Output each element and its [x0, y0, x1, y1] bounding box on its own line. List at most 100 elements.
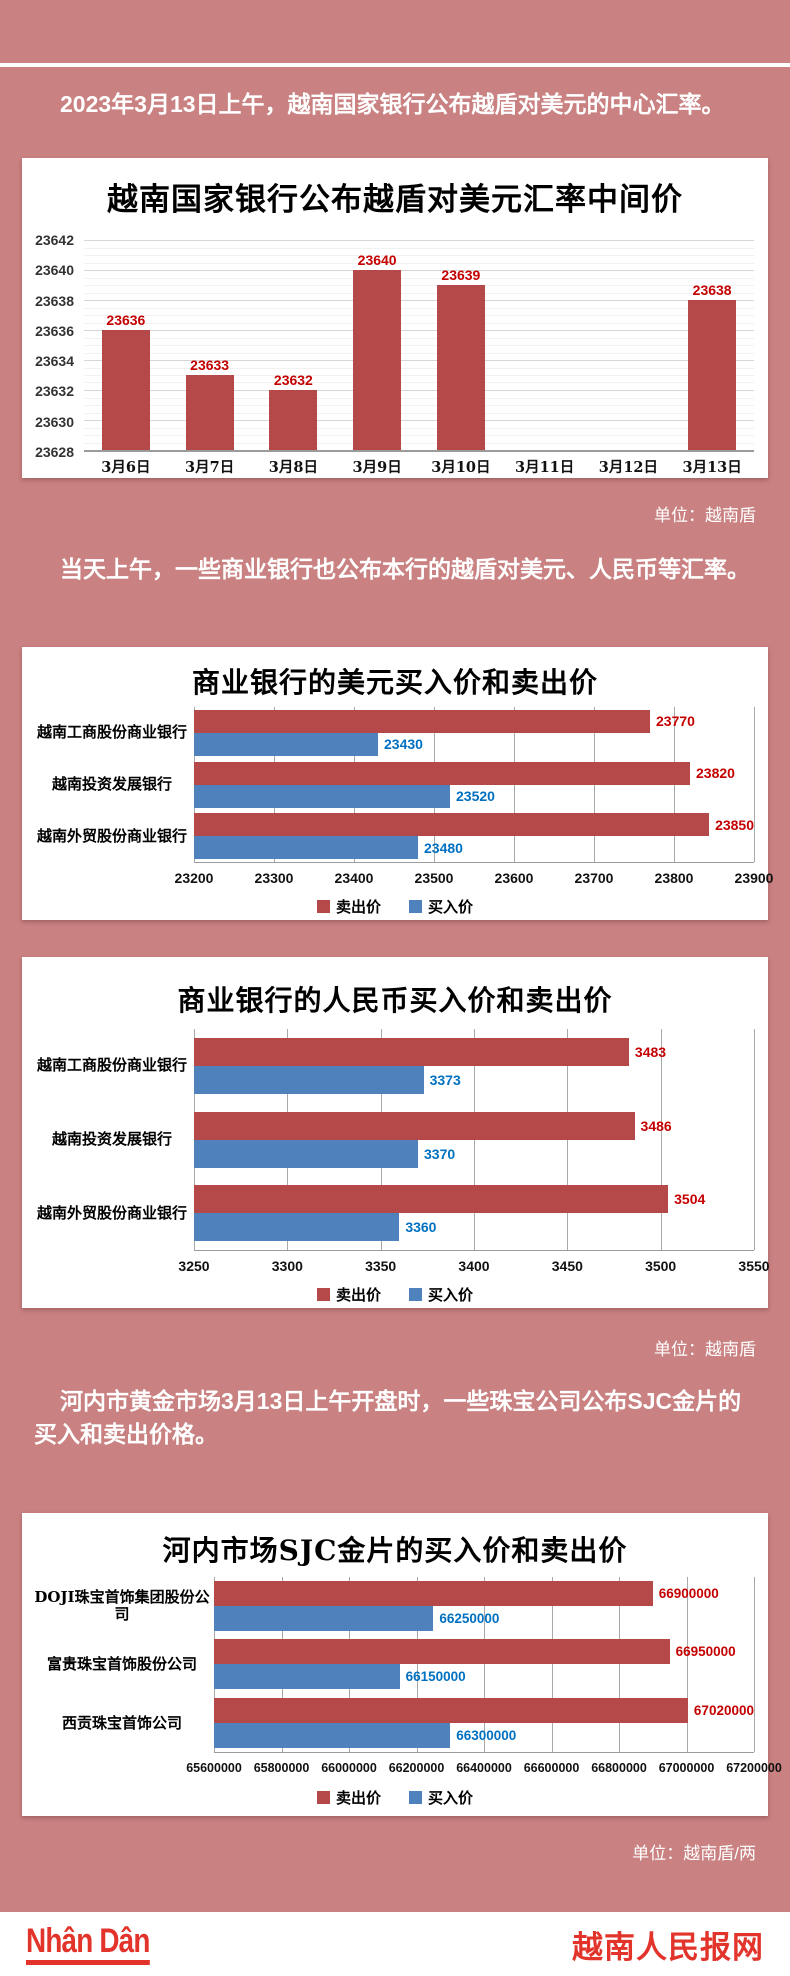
gridline [567, 1029, 569, 1250]
plot-area: 23636 23633 23632 23640 23639 23638 [84, 240, 754, 452]
category-label: DOJI珠宝首饰集团股份公司 [34, 1588, 210, 1624]
x-tick-label: 23700 [574, 870, 614, 886]
bar-value-label: 23820 [696, 765, 735, 781]
chart-title-gold: 河内市场SJC金片的买入价和卖出价 [162, 1534, 628, 1567]
bar-row: 23520 [194, 784, 754, 808]
gridline [84, 277, 754, 279]
chart-body-central-rate: 23642 23640 23638 23636 23634 23632 23630 23628… [22, 232, 768, 480]
x-tick-label: 3月13日 [682, 459, 742, 476]
gridline [84, 375, 754, 376]
bar-column: 23636 [84, 240, 168, 450]
gridline [660, 1029, 662, 1250]
gridline [484, 1577, 485, 1752]
vertical-bar-plot: 23642 23640 23638 23636 23634 23632 23630 23628… [30, 232, 754, 460]
bar [436, 285, 485, 450]
legend-swatch [316, 1287, 330, 1301]
x-tick-label: 66200000 [388, 1761, 445, 1775]
bar-column: 23633 [168, 240, 252, 450]
x-tick-label: 3250 [178, 1258, 210, 1274]
gridline [84, 337, 754, 339]
unit-label-2: 单位：越南盾 [654, 1340, 756, 1359]
unit-label-1: 单位：越南盾 [654, 506, 756, 525]
category-labels: DOJI珠宝首饰集团股份公司 富贵珠宝首饰股份公司 西贡珠宝首饰公司 [30, 1577, 214, 1753]
x-tick-label: 23600 [494, 870, 534, 886]
bar-value-label: 23770 [656, 713, 695, 730]
intro-paragraph-central-rate: 2023年3月13日上午，越南国家银行公布越盾对美元的中心汇率。 [60, 91, 725, 117]
gridline [84, 435, 754, 436]
x-tick-label: 66000000 [321, 1761, 377, 1775]
bar [194, 1213, 400, 1242]
bar [214, 1581, 653, 1607]
x-tick-label: 3300 [271, 1258, 303, 1274]
legend-swatch [409, 1790, 422, 1804]
legend-item: 卖出价 [316, 896, 381, 916]
x-tick-label: 3月7日 [185, 459, 235, 476]
bar-column: 23638 [670, 240, 754, 450]
bar-group: 3483 3373 [194, 1029, 754, 1103]
x-tick-label: 23500 [414, 870, 454, 886]
x-tick-label: 3月11日 [514, 459, 575, 476]
bar-value-label: 23632 [273, 372, 313, 388]
legend-item: 买入价 [409, 1787, 473, 1807]
bar [194, 732, 378, 756]
legend-label: 卖出价 [335, 1285, 381, 1304]
legend-label: 卖出价 [335, 897, 381, 916]
bar [194, 813, 710, 837]
gridline [84, 315, 754, 316]
gridline [84, 412, 754, 414]
y-tick-label: 23628 [35, 444, 74, 460]
y-tick-label: 23638 [35, 292, 74, 309]
bar [353, 270, 402, 450]
chart-body-gold: DOJI珠宝首饰集团股份公司 富贵珠宝首饰股份公司 西贡珠宝首饰公司 66900000… [22, 1577, 782, 1807]
x-tick-label: 67200000 [726, 1761, 782, 1775]
bar [185, 375, 234, 450]
x-tick-label: 66400000 [456, 1761, 512, 1775]
x-axis-labels: 65600000 65800000 66000000 66200000 66400000… [186, 1761, 782, 1779]
x-axis-labels: 3月6日 3月7日 3月8日 3月9日 3月10日 3月11日 3月12日 3月13日 [84, 456, 754, 480]
bar-group: 3504 3360 [194, 1176, 754, 1250]
bar-row: 3486 [194, 1111, 754, 1140]
horizontal-bar-plot: DOJI珠宝首饰集团股份公司 富贵珠宝首饰股份公司 西贡珠宝首饰公司 66900000… [30, 1577, 755, 1753]
bar [194, 1065, 424, 1094]
x-tick-label: 3400 [458, 1258, 490, 1274]
x-tick-label: 3月6日 [101, 459, 151, 476]
gridline [514, 707, 515, 862]
bar-value-label: 66950000 [675, 1644, 736, 1660]
category-label: 西贡珠宝首饰公司 [61, 1714, 182, 1733]
bar-value-label: 66250000 [439, 1611, 500, 1627]
x-tick-label: 23300 [254, 870, 294, 886]
chart-card-cny: 商业银行的人民币买入价和卖出价 越南工商股份商业银行 越南投资发展银行 越南外贸股份… [22, 957, 770, 1308]
bar-row: 3504 [194, 1185, 754, 1214]
horizontal-bar-plot: 越南工商股份商业银行 越南投资发展银行 越南外贸股份商业银行 23770 23430 23… [30, 707, 755, 863]
chart-card-central-rate: 越南国家银行公布越盾对美元汇率中间价 23642 23640 23638 23636 2… [22, 158, 768, 478]
category-label: 越南外贸股份商业银行 [36, 1204, 187, 1223]
plot-area: 23770 23430 23820 23520 23850 23480 [194, 707, 755, 863]
bar-row: 3360 [194, 1213, 754, 1242]
bar-value-label: 3504 [674, 1191, 706, 1208]
y-tick-label: 23630 [35, 413, 74, 430]
bar-value-label: 23520 [456, 788, 495, 804]
legend-item: 卖出价 [316, 1787, 381, 1807]
bar [194, 784, 450, 808]
bar [214, 1639, 670, 1665]
category-label: 越南工商股份商业银行 [36, 723, 187, 742]
category-labels: 越南工商股份商业银行 越南投资发展银行 越南外贸股份商业银行 [30, 1029, 194, 1251]
x-tick-label: 66800000 [591, 1761, 647, 1775]
footer: Nhân Dân 越南人民报网 [0, 1912, 790, 1976]
bar [194, 836, 418, 860]
category-labels: 越南工商股份商业银行 越南投资发展银行 越南外贸股份商业银行 [30, 707, 194, 863]
chart-title-cny: 商业银行的人民币买入价和卖出价 [177, 984, 613, 1017]
x-tick-label: 3350 [365, 1258, 397, 1274]
bar-column: 23640 [335, 240, 419, 450]
bar-value-label: 66900000 [658, 1586, 719, 1602]
intro-paragraph-gold: 河内市黄金市场3月13日上午开盘时，一些珠宝公司公布SJC金片的买入和卖出价格。 [34, 1388, 742, 1447]
bar-row: 23770 [194, 709, 754, 733]
bar-group: 66950000 66150000 [214, 1635, 754, 1693]
legend-item: 卖出价 [316, 1284, 381, 1304]
legend-swatch [316, 899, 330, 913]
horizontal-bar-plot: 越南工商股份商业银行 越南投资发展银行 越南外贸股份商业银行 3483 3373 3486… [30, 1029, 755, 1251]
x-axis-labels: 3250 3300 3350 3400 3450 3500 3550 [178, 1258, 769, 1276]
bar-row: 23480 [194, 836, 754, 860]
gridline [84, 345, 754, 346]
gridline [84, 330, 754, 331]
